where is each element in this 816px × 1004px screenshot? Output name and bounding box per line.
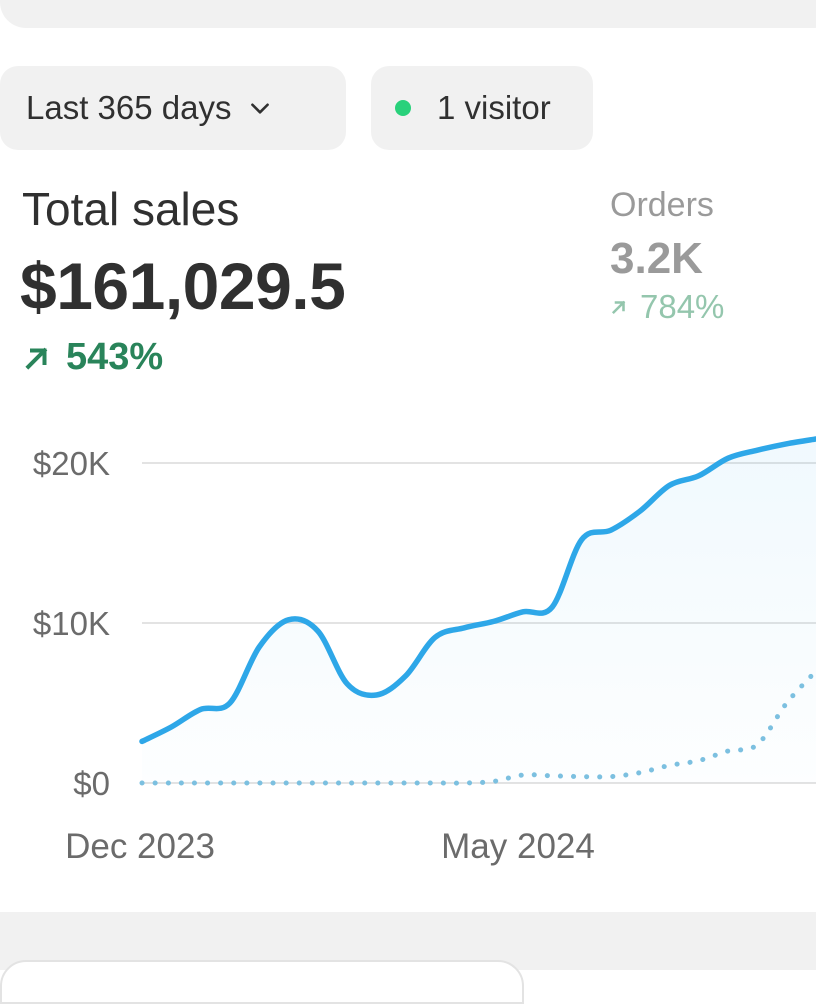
y-tick-label: $0 <box>73 765 110 802</box>
arrow-up-right-icon <box>25 347 48 370</box>
arrow-up-right-icon <box>611 300 626 315</box>
chevron-down-icon <box>247 93 277 123</box>
orders-change-value: 784% <box>640 288 725 325</box>
y-tick-label: $20K <box>33 445 110 482</box>
orders-title[interactable]: Orders <box>610 186 714 224</box>
total-sales-change-value: 543% <box>66 336 164 378</box>
orders-change: 784% <box>610 288 724 326</box>
x-tick-label: Dec 2023 <box>65 827 215 866</box>
date-range-selector[interactable]: Last 365 days <box>0 66 346 150</box>
x-tick-label: May 2024 <box>441 827 595 866</box>
total-sales-title[interactable]: Total sales <box>22 183 240 235</box>
sales-series-line <box>139 436 816 745</box>
y-tick-label: $10K <box>33 605 110 642</box>
orders-value: 3.2K <box>610 234 703 283</box>
date-range-label: Last 365 days <box>26 89 232 126</box>
visitors-label: 1 visitor <box>437 89 551 126</box>
total-sales-value: $161,029.5 <box>20 249 346 323</box>
total-sales-change: 543% <box>22 336 163 379</box>
top-card <box>0 0 816 28</box>
comparison-series-line <box>139 668 816 786</box>
live-visitors-button[interactable]: 1 visitor <box>371 66 593 150</box>
next-card <box>0 960 524 1004</box>
sales-area-fill <box>142 439 816 783</box>
live-indicator-dot <box>395 100 411 116</box>
sales-line-chart[interactable]: $20K $10K $0 Dec 2023 May 2024 <box>0 400 816 890</box>
